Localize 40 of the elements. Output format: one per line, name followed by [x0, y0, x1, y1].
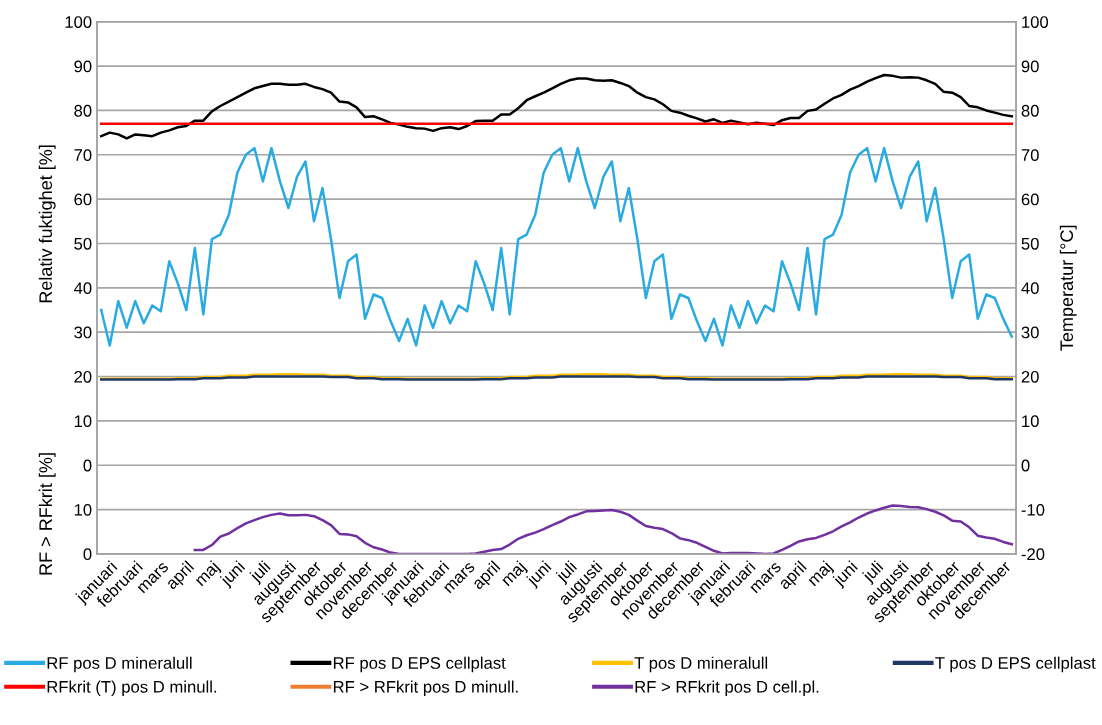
y2-tick-label: 100 [1022, 16, 1049, 28]
y-tick-label: 100 [65, 16, 92, 28]
y-tick-label: 50 [74, 237, 92, 250]
y2-tick-label: 10 [1022, 415, 1039, 428]
y-tick-label: 0 [83, 459, 92, 472]
y-tick-label: 60 [74, 193, 92, 206]
y2-tick-label: 60 [1021, 193, 1039, 206]
x-tick-label: maj [193, 560, 223, 589]
x-tick-label: maj [806, 560, 835, 589]
y2-tick-label: 90 [1021, 60, 1039, 73]
y2-tick-label: 40 [1021, 282, 1039, 295]
y2-tick-label: -20 [1021, 548, 1045, 561]
y2-tick-label: 0 [1021, 459, 1030, 472]
legend-label: RF pos D mineralull [47, 656, 192, 673]
y2-tick-label: 20 [1021, 370, 1039, 383]
line-series [99, 73, 1014, 140]
y2-tick-label: -10 [1021, 503, 1045, 516]
line-series [99, 146, 1014, 347]
legend-label: RF > RFkrit pos D minull. [333, 680, 518, 697]
y-tick-label: 90 [74, 60, 92, 73]
y3-axis-title: RF > RFkrit [%] [38, 453, 56, 575]
legend-label: RF pos D EPS cellplast [333, 656, 506, 673]
y2-tick-label: 50 [1021, 237, 1039, 250]
y-tick-label: 30 [74, 326, 92, 339]
legend-label: RFkrit (T) pos D minull. [47, 680, 217, 697]
y-tick-label: 40 [73, 282, 92, 295]
y2-tick-label: 80 [1021, 104, 1039, 117]
y-tick-label: 70 [74, 149, 92, 161]
y-tick-label: 10 [74, 415, 92, 428]
legend-label: T pos D mineralull [634, 656, 768, 673]
y-tick-label: 80 [74, 104, 92, 117]
line-series [193, 504, 1014, 554]
y2-tick-label: 30 [1021, 326, 1039, 339]
y2-axis-title: Temperatur [°C] [1059, 225, 1077, 351]
y-tick-label: 20 [74, 370, 92, 383]
legend-label: T pos D EPS cellplast [935, 656, 1096, 673]
legend-label: RF > RFkrit pos D cell.pl. [635, 680, 819, 697]
x-tick-label: maj [500, 560, 529, 589]
y2-tick-label: 70 [1021, 149, 1039, 161]
y-axis-title: Relativ fuktighet [%] [38, 145, 56, 303]
